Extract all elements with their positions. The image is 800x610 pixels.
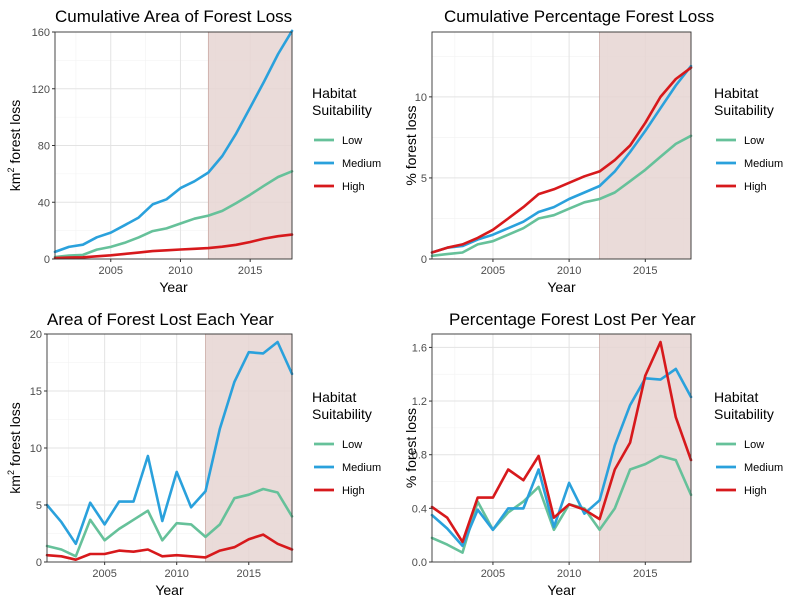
- x-tick-label: 2015: [237, 568, 261, 580]
- x-tick-label: 2015: [238, 265, 262, 277]
- series-line-high: [430, 340, 693, 544]
- series-line-high: [53, 233, 294, 260]
- legend-title: Suitability: [714, 102, 774, 118]
- legend-label: Low: [342, 135, 362, 147]
- y-tick-label: 160: [32, 27, 50, 39]
- x-tick-label: 2015: [633, 568, 657, 580]
- shaded-period: [207, 31, 293, 260]
- y-tick-label: 10: [415, 92, 427, 104]
- y-tick-label: 0.4: [412, 503, 427, 515]
- legend-label: High: [342, 485, 365, 497]
- y-tick-label: 15: [30, 386, 42, 398]
- legend-title: Habitat: [312, 85, 356, 101]
- legend-label: Low: [744, 135, 764, 147]
- y-tick-label: 1.6: [412, 342, 427, 354]
- series-line-medium: [430, 64, 693, 254]
- y-axis-label-main: % forest loss: [403, 105, 419, 185]
- shaded-period: [599, 31, 692, 260]
- legend-label: Medium: [342, 158, 381, 170]
- y-axis-label-main: km: [7, 173, 23, 192]
- chart-title: Area of Forest Lost Each Year: [47, 310, 274, 329]
- series-line-low: [430, 454, 693, 554]
- y-axis-label: % forest loss: [403, 105, 419, 185]
- y-tick-label: 40: [38, 197, 50, 209]
- x-tick-label: 2005: [481, 568, 505, 580]
- plot-frame: [431, 31, 692, 260]
- y-tick-label: 5: [421, 173, 427, 185]
- x-tick-label: 2005: [481, 265, 505, 277]
- x-tick-label: 2010: [557, 265, 581, 277]
- y-tick-label: 20: [30, 329, 42, 341]
- x-tick-label: 2005: [92, 568, 116, 580]
- legend-title: Habitat: [714, 389, 758, 405]
- y-axis-label-main: km: [7, 475, 23, 494]
- chart-title: Percentage Forest Lost Per Year: [449, 310, 696, 329]
- series-line-medium: [45, 340, 294, 546]
- legend-label: Medium: [744, 462, 783, 474]
- y-tick-label: 5: [36, 500, 42, 512]
- y-axis-label: km2 forest loss: [6, 100, 23, 191]
- y-tick-label: 120: [32, 84, 50, 96]
- x-axis-label: Year: [547, 582, 576, 598]
- y-axis-label-rest: forest loss: [7, 100, 23, 168]
- series-line-medium: [430, 367, 693, 548]
- series-line-high: [430, 66, 693, 254]
- y-axis-label-main: % forest loss: [403, 408, 419, 488]
- x-axis-label: Year: [547, 279, 576, 295]
- legend-title: Habitat: [312, 389, 356, 405]
- plot-frame: [431, 333, 692, 563]
- y-axis-label: km2 forest loss: [6, 402, 23, 493]
- y-axis-label: % forest loss: [403, 408, 419, 488]
- chart-panel-4: Percentage Forest Lost Per Year 2005 2010 2…: [403, 310, 783, 598]
- chart-title: Cumulative Area of Forest Loss: [55, 7, 292, 26]
- y-tick-label: 0.8: [412, 450, 427, 462]
- y-tick-label: 0: [36, 557, 42, 569]
- x-tick-label: 2015: [633, 265, 657, 277]
- series-line-medium: [53, 29, 294, 254]
- y-axis-label-superscript: 2: [6, 168, 16, 173]
- legend-label: High: [744, 181, 767, 193]
- series-line-high: [45, 533, 294, 562]
- legend-title: Habitat: [714, 85, 758, 101]
- legend-label: High: [342, 181, 365, 193]
- legend-label: Low: [744, 439, 764, 451]
- series-line-low: [45, 487, 294, 558]
- x-tick-label: 2005: [99, 265, 123, 277]
- shaded-period: [205, 333, 293, 563]
- y-tick-label: 0: [421, 254, 427, 266]
- legend-label: Medium: [744, 158, 783, 170]
- legend-label: Low: [342, 439, 362, 451]
- legend-label: Medium: [342, 462, 381, 474]
- series-line-low: [430, 134, 693, 258]
- x-axis-label: Year: [159, 279, 188, 295]
- legend-title: Suitability: [312, 102, 372, 118]
- x-tick-label: 2010: [164, 568, 188, 580]
- y-tick-label: 10: [30, 443, 42, 455]
- y-axis-label-rest: forest loss: [7, 402, 23, 470]
- legend-label: High: [744, 485, 767, 497]
- legend-title: Suitability: [714, 406, 774, 422]
- series-line-low: [53, 170, 294, 259]
- chart-title: Cumulative Percentage Forest Loss: [444, 7, 714, 26]
- y-tick-label: 1.2: [412, 396, 427, 408]
- x-tick-label: 2010: [168, 265, 192, 277]
- y-tick-label: 80: [38, 141, 50, 153]
- y-tick-label: 0.0: [412, 557, 427, 569]
- y-axis-label-superscript: 2: [6, 470, 16, 475]
- y-tick-label: 0: [44, 254, 50, 266]
- chart-panel-2: Cumulative Percentage Forest Loss 2005 201…: [403, 7, 783, 295]
- x-tick-label: 2010: [557, 568, 581, 580]
- legend-title: Suitability: [312, 406, 372, 422]
- x-axis-label: Year: [155, 582, 184, 598]
